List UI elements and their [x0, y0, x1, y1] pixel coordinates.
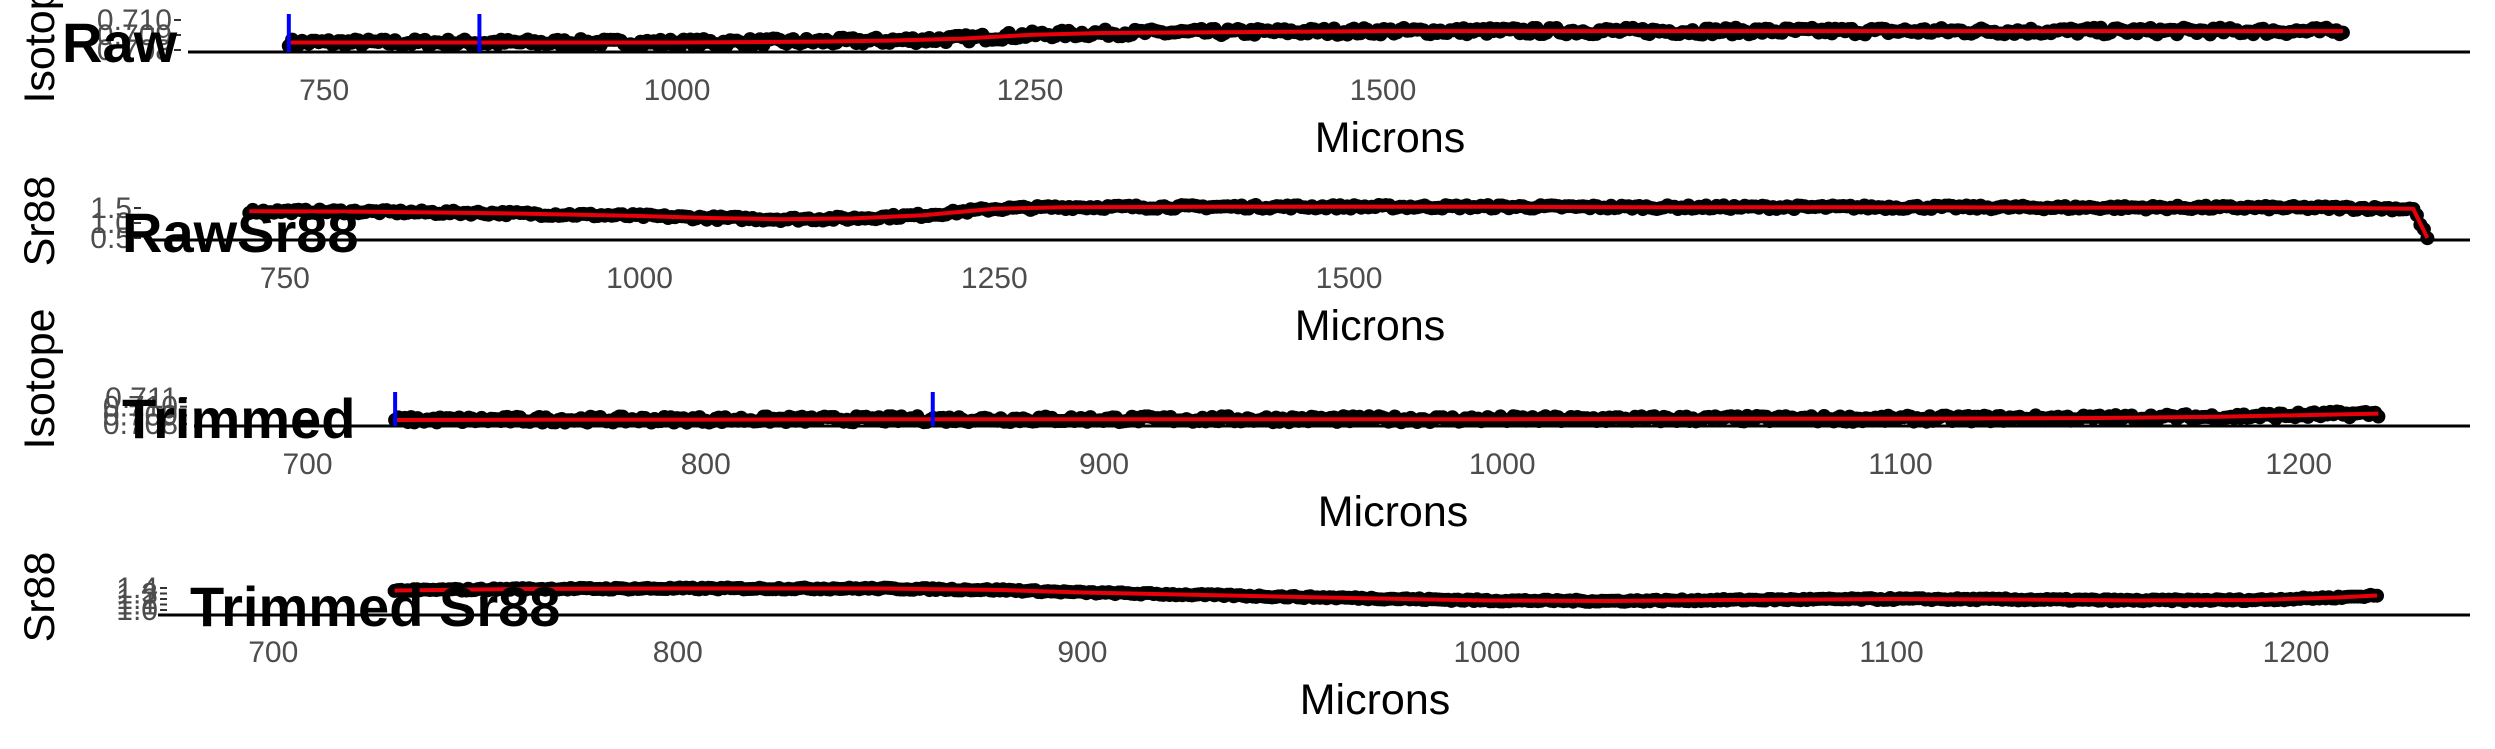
y-tick-label: 0.710 [103, 391, 178, 424]
y-tick-label: 0.711 [105, 382, 178, 415]
x-axis-title: Microns [1315, 114, 1466, 162]
y-tick-label: 0.709 [97, 19, 172, 52]
y-tick-label: 1.5 [90, 192, 132, 225]
y-axis-title: Sr88 [16, 176, 64, 267]
x-tick-label: 1200 [2263, 636, 2330, 669]
y-tick-label: 1.4 [116, 572, 158, 605]
y-tick-label: 1.1 [116, 589, 158, 622]
y-tick-label: 1.0 [116, 594, 158, 627]
panel-title: Raw [62, 11, 178, 74]
x-tick-label: 900 [1079, 448, 1129, 481]
x-tick-label: 1000 [1454, 636, 1521, 669]
data-points [387, 580, 2384, 609]
x-tick-label: 1000 [606, 262, 673, 295]
x-tick-label: 900 [1057, 636, 1107, 669]
x-tick-label: 1200 [2265, 448, 2332, 481]
smooth-line [249, 204, 2430, 239]
x-tick-label: 1000 [1469, 448, 1536, 481]
x-tick-label: 750 [260, 262, 310, 295]
smooth-line [394, 586, 2378, 603]
y-tick-label: 0.709 [103, 399, 178, 432]
x-tick-label: 1250 [961, 262, 1028, 295]
smooth-line [395, 411, 2379, 422]
y-tick-label: 1.3 [116, 578, 158, 611]
y-axis-title: Sr88 [16, 552, 64, 643]
data-point [2420, 231, 2435, 246]
y-tick-label: 0.710 [97, 4, 172, 37]
panel-4: 700 800 900 1000 1100 1200 1.01.11.21.31.4 Trim… [16, 552, 2470, 724]
x-tick-label: 800 [681, 448, 731, 481]
panel-title: RawSr88 [122, 201, 359, 264]
x-tick-label: 700 [248, 636, 298, 669]
panel-3: 700 800 900 1000 1100 1200 0.7080.7090.7100.71… [16, 308, 2470, 536]
x-axis-title: Microns [1300, 676, 1451, 724]
y-tick-label: 0.5 [90, 222, 132, 255]
x-tick-label: 1500 [1350, 74, 1417, 107]
smooth-line [288, 29, 2343, 45]
panel-title: Trimmed [122, 387, 355, 450]
y-tick-label: 0.708 [103, 408, 178, 441]
panel-title: Trimmed Sr88 [190, 575, 560, 638]
y-tick-label: 1.2 [116, 583, 158, 616]
y-axis-title: Isotope [16, 0, 64, 104]
x-axis-title: Microns [1318, 488, 1469, 536]
x-tick-label: 1250 [997, 74, 1064, 107]
x-tick-label: 1500 [1316, 262, 1383, 295]
x-tick-label: 700 [282, 448, 332, 481]
x-tick-label: 1100 [1859, 636, 1924, 669]
y-tick-label: 1.0 [90, 207, 132, 240]
x-tick-label: 1100 [1868, 448, 1933, 481]
y-tick-label: 0.708 [97, 34, 172, 67]
data-points [281, 20, 2350, 53]
x-tick-label: 1000 [644, 74, 711, 107]
x-tick-label: 750 [299, 74, 349, 107]
x-axis-title: Microns [1295, 302, 1446, 350]
x-tick-label: 800 [653, 636, 703, 669]
y-axis-title: Isotope [16, 308, 64, 449]
data-point [2371, 409, 2386, 424]
